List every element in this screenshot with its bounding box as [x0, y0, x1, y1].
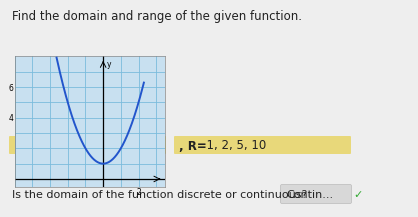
Text: 1, 2, 5, 10: 1, 2, 5, 10 [199, 140, 266, 153]
Text: y: y [106, 60, 111, 69]
FancyBboxPatch shape [9, 136, 166, 154]
Text: ✓: ✓ [353, 190, 362, 200]
Text: Find the domain and range of the given function.: Find the domain and range of the given f… [12, 10, 302, 23]
FancyBboxPatch shape [174, 136, 351, 154]
Text: D=: D= [14, 140, 33, 153]
Text: 2, 0, −2, −4: 2, 0, −2, −4 [30, 140, 106, 153]
Text: Is the domain of the function discrete or continuous?: Is the domain of the function discrete o… [12, 190, 307, 200]
Text: Contin...: Contin... [286, 190, 333, 200]
FancyBboxPatch shape [280, 184, 352, 204]
Text: , R=: , R= [179, 140, 207, 153]
